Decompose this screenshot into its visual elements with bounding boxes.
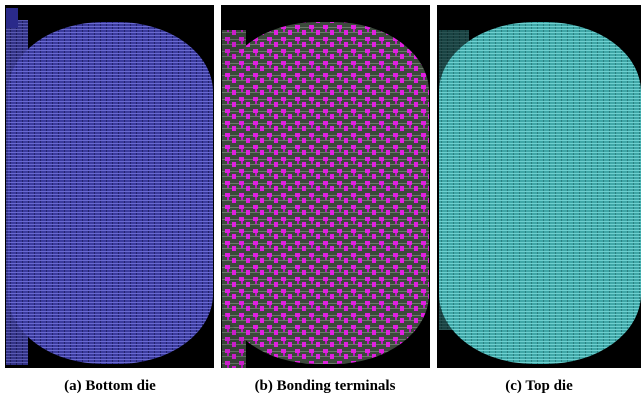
panel-a <box>5 5 214 368</box>
figure: (a) Bottom die (b) Bonding terminals (c)… <box>0 0 641 402</box>
caption: (a) Bottom die <box>64 378 156 394</box>
caption: (b) Bonding terminals <box>255 378 396 394</box>
panel-c <box>437 5 641 368</box>
panel-b <box>221 5 430 368</box>
caption: (c) Top die <box>505 378 573 394</box>
